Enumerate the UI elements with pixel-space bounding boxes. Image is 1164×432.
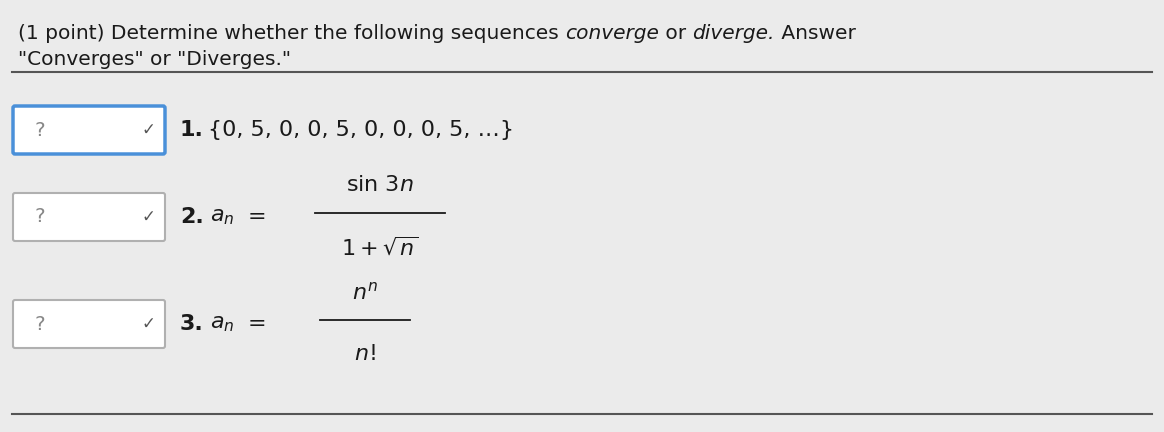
Text: ✓: ✓ [141,208,155,226]
Text: $n^n$: $n^n$ [352,281,378,303]
Text: ✓: ✓ [141,121,155,139]
Text: diverge.: diverge. [693,24,775,43]
Text: sin 3$n$: sin 3$n$ [346,175,414,195]
Text: ✓: ✓ [141,315,155,333]
Text: $a_n$: $a_n$ [210,314,234,334]
Text: (1 point) Determine whether the following sequences: (1 point) Determine whether the followin… [17,24,566,43]
Text: $n!$: $n!$ [354,344,376,364]
FancyBboxPatch shape [13,193,165,241]
FancyBboxPatch shape [13,106,165,154]
Text: 1.: 1. [180,120,204,140]
Text: or: or [659,24,693,43]
Text: $a_n$: $a_n$ [210,207,234,227]
Text: =: = [248,314,267,334]
Text: $1 + \sqrt{n}$: $1 + \sqrt{n}$ [341,235,419,258]
Text: converge: converge [566,24,659,43]
FancyBboxPatch shape [13,300,165,348]
Text: =: = [248,207,267,227]
Text: 2.: 2. [180,207,204,227]
Text: ?: ? [35,207,45,226]
Text: ?: ? [35,121,45,140]
Text: {0, 5, 0, 0, 5, 0, 0, 0, 5, …}: {0, 5, 0, 0, 5, 0, 0, 0, 5, …} [208,120,514,140]
Text: Answer: Answer [775,24,856,43]
Text: 3.: 3. [180,314,204,334]
Text: ?: ? [35,314,45,334]
Text: "Converges" or "Diverges.": "Converges" or "Diverges." [17,50,291,69]
